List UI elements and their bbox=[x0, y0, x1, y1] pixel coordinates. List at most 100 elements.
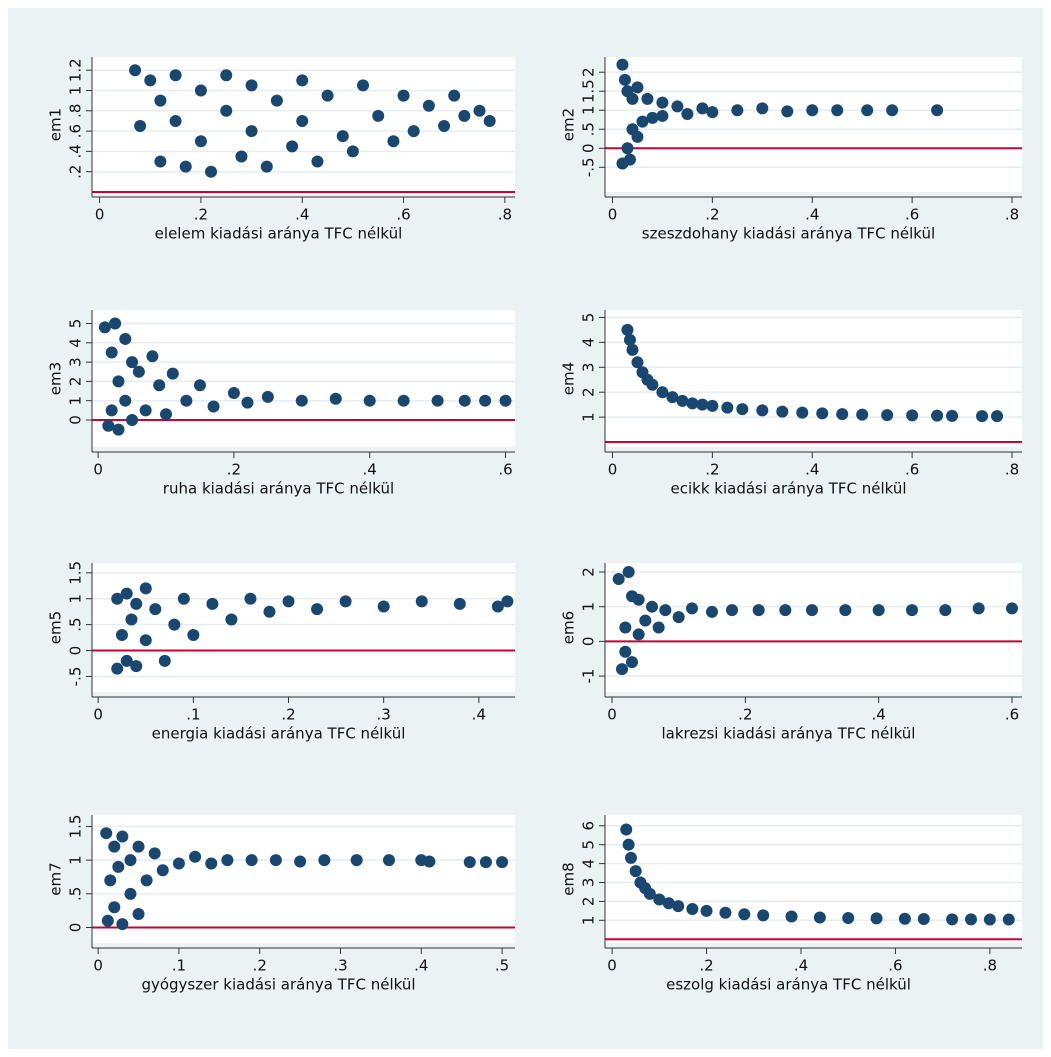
data-point bbox=[111, 662, 124, 675]
data-point bbox=[458, 394, 471, 407]
data-point bbox=[282, 595, 295, 608]
data-point bbox=[154, 94, 167, 107]
y-tick-label: -.5 bbox=[67, 667, 85, 687]
y-tick-label: 2 bbox=[67, 377, 85, 387]
data-point bbox=[221, 854, 234, 867]
y-tick-label: 3 bbox=[67, 357, 85, 367]
x-tick-label: .1 bbox=[172, 957, 186, 975]
data-point bbox=[102, 419, 115, 432]
data-point bbox=[736, 403, 749, 416]
y-tick-label: 1 bbox=[67, 855, 85, 865]
data-point bbox=[796, 406, 809, 419]
data-point bbox=[496, 856, 509, 869]
data-point bbox=[160, 408, 173, 421]
data-point bbox=[286, 140, 299, 153]
y-tick-label: .5 bbox=[580, 122, 598, 136]
data-point bbox=[731, 104, 744, 117]
x-tick-label: .8 bbox=[1005, 461, 1019, 479]
data-point bbox=[939, 604, 952, 617]
data-point bbox=[1006, 602, 1018, 615]
data-point bbox=[719, 906, 732, 919]
x-axis-label: lakrezsi kiadási aránya TFC nélkül bbox=[662, 725, 916, 743]
data-point bbox=[653, 893, 666, 906]
data-point bbox=[622, 838, 635, 851]
y-axis-label: em5 bbox=[47, 611, 65, 644]
data-point bbox=[261, 390, 274, 403]
plot-area bbox=[605, 815, 1022, 943]
data-point bbox=[431, 394, 444, 407]
data-point bbox=[397, 394, 410, 407]
data-point bbox=[646, 111, 659, 124]
data-point bbox=[120, 587, 133, 600]
y-tick-label: 2 bbox=[580, 897, 598, 907]
data-point bbox=[976, 410, 989, 423]
y-axis-label: em8 bbox=[560, 862, 578, 895]
data-point bbox=[169, 69, 182, 82]
x-axis-label: ecikk kiadási aránya TFC nélkül bbox=[670, 480, 906, 498]
data-point bbox=[124, 854, 137, 867]
data-point bbox=[169, 114, 182, 127]
data-point bbox=[872, 604, 885, 617]
data-point bbox=[227, 386, 240, 399]
y-tick-label: 6 bbox=[580, 821, 598, 831]
y-tick-label: 3 bbox=[580, 878, 598, 888]
data-point bbox=[363, 394, 376, 407]
data-point bbox=[132, 365, 145, 378]
data-point bbox=[296, 74, 309, 87]
plot-area bbox=[605, 563, 1022, 692]
data-point bbox=[696, 102, 709, 115]
data-point bbox=[415, 595, 428, 608]
data-point bbox=[116, 830, 129, 843]
data-point bbox=[643, 887, 656, 900]
y-tick-label: 5 bbox=[580, 313, 598, 323]
data-point bbox=[659, 604, 672, 617]
data-point bbox=[479, 394, 492, 407]
data-point bbox=[671, 100, 684, 113]
data-point bbox=[346, 145, 359, 158]
data-point bbox=[616, 58, 629, 71]
data-point bbox=[776, 405, 789, 418]
data-point bbox=[269, 854, 282, 867]
data-point bbox=[126, 413, 139, 426]
data-point bbox=[686, 602, 698, 615]
y-tick-label: 4 bbox=[580, 859, 598, 869]
data-point bbox=[448, 89, 461, 102]
data-point bbox=[144, 74, 157, 87]
data-point bbox=[189, 850, 202, 863]
data-point bbox=[681, 108, 694, 121]
data-point bbox=[397, 89, 410, 102]
x-tick-label: .2 bbox=[281, 706, 295, 724]
data-point bbox=[721, 401, 734, 414]
data-point bbox=[631, 356, 644, 369]
data-point bbox=[105, 346, 118, 359]
data-point bbox=[407, 125, 420, 138]
data-point bbox=[220, 69, 233, 82]
x-tick-label: .5 bbox=[495, 957, 509, 975]
data-point bbox=[146, 350, 159, 363]
data-point bbox=[105, 404, 118, 417]
y-tick-label: .2 bbox=[67, 165, 85, 179]
y-tick-label: 4 bbox=[67, 338, 85, 348]
data-point bbox=[696, 398, 709, 411]
data-point bbox=[631, 130, 644, 143]
data-point bbox=[180, 394, 193, 407]
data-point bbox=[842, 912, 855, 925]
data-point bbox=[112, 860, 125, 873]
data-point bbox=[636, 115, 649, 128]
data-point bbox=[639, 614, 652, 627]
data-point bbox=[779, 604, 792, 617]
y-axis-label: em1 bbox=[47, 108, 65, 141]
x-tick-label: .3 bbox=[333, 957, 347, 975]
data-point bbox=[785, 910, 798, 923]
data-point bbox=[686, 902, 699, 915]
x-tick-label: .2 bbox=[738, 706, 752, 724]
data-point bbox=[139, 404, 152, 417]
data-point bbox=[656, 96, 669, 109]
y-tick-label: 2 bbox=[580, 567, 598, 577]
data-point bbox=[906, 409, 919, 422]
x-tick-label: .4 bbox=[805, 206, 819, 224]
x-tick-label: 0 bbox=[608, 206, 618, 224]
data-point bbox=[473, 104, 486, 117]
y-tick-label: 1 bbox=[580, 602, 598, 612]
y-tick-label: 2 bbox=[580, 67, 598, 77]
